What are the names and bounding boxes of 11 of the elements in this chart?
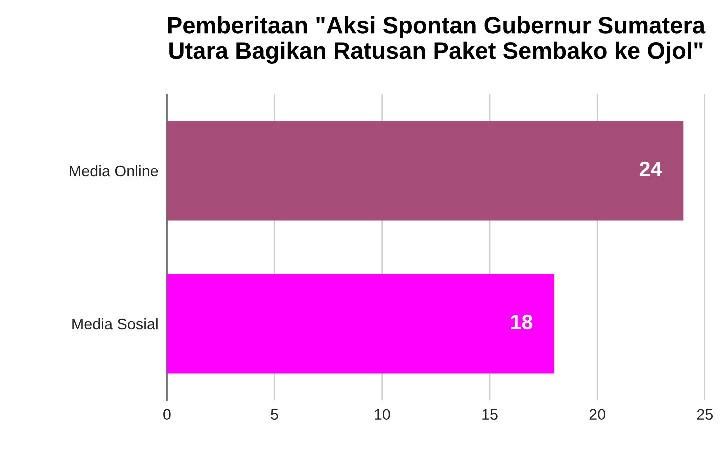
x-tick-label: 10	[375, 409, 390, 420]
data-label: 24	[640, 162, 662, 176]
y-tick-label: Media Sosial	[72, 318, 158, 330]
x-tick-label: 0	[164, 409, 171, 420]
chart-title: Pemberitaan "Aksi Spontan Gubernur Sumatera Utara Bagikan Ratusan Paket Sembako ke Ojol"	[168, 16, 706, 64]
data-label: 18	[511, 314, 533, 330]
x-tick-label: 5	[271, 409, 278, 420]
y-tick-label: Media Online	[70, 165, 158, 177]
x-tick-label: 15	[482, 409, 498, 420]
x-tick-label: 25	[697, 409, 714, 420]
x-tick-label: 20	[590, 409, 606, 420]
